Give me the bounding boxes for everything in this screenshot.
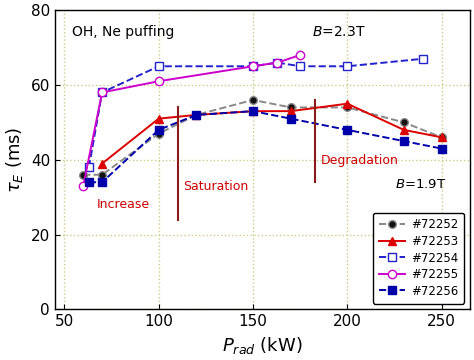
Text: Increase: Increase [96, 198, 150, 211]
#72254 [274, 60, 280, 65]
Line: #72256: #72256 [85, 107, 446, 186]
#72256 [193, 113, 199, 117]
#72256 [250, 109, 256, 113]
#72252 [156, 131, 162, 136]
#72256 [288, 117, 293, 121]
#72256 [345, 128, 350, 132]
#72256 [439, 147, 445, 151]
Line: #72253: #72253 [98, 99, 446, 168]
#72256 [86, 180, 92, 184]
#72253 [401, 128, 407, 132]
#72256 [401, 139, 407, 143]
#72252 [81, 172, 86, 177]
#72254 [345, 64, 350, 68]
#72254 [420, 57, 426, 61]
#72254 [86, 165, 92, 170]
#72255 [274, 60, 280, 65]
#72255 [99, 90, 105, 95]
#72252 [193, 113, 199, 117]
#72252 [345, 105, 350, 109]
Text: $B$=2.3T: $B$=2.3T [312, 25, 366, 39]
#72255 [81, 184, 86, 188]
#72253 [250, 109, 256, 113]
Line: #72252: #72252 [80, 96, 446, 179]
#72256 [99, 180, 105, 184]
Text: OH, Ne puffing: OH, Ne puffing [72, 25, 174, 39]
#72255 [156, 79, 162, 84]
#72252 [250, 98, 256, 102]
Text: Saturation: Saturation [183, 180, 248, 193]
X-axis label: $P_{rad}$ (kW): $P_{rad}$ (kW) [222, 335, 303, 356]
#72253 [156, 117, 162, 121]
#72253 [99, 161, 105, 166]
#72253 [345, 102, 350, 106]
#72254 [99, 90, 105, 95]
#72254 [156, 64, 162, 68]
#72253 [288, 109, 293, 113]
#72252 [288, 105, 293, 109]
Y-axis label: $\tau_E$ (ms): $\tau_E$ (ms) [4, 127, 25, 193]
#72256 [156, 128, 162, 132]
#72254 [297, 64, 303, 68]
#72255 [297, 53, 303, 57]
#72252 [439, 135, 445, 140]
Line: #72255: #72255 [79, 51, 304, 190]
#72255 [250, 64, 256, 68]
#72252 [99, 172, 105, 177]
Legend: #72252, #72253, #72254, #72255, #72256: #72252, #72253, #72254, #72255, #72256 [373, 212, 464, 303]
#72253 [193, 113, 199, 117]
Text: Degradation: Degradation [321, 153, 399, 167]
Text: $B$=1.9T: $B$=1.9T [395, 178, 447, 191]
#72254 [250, 64, 256, 68]
Line: #72254: #72254 [85, 55, 427, 171]
#72253 [439, 135, 445, 140]
#72252 [401, 120, 407, 125]
